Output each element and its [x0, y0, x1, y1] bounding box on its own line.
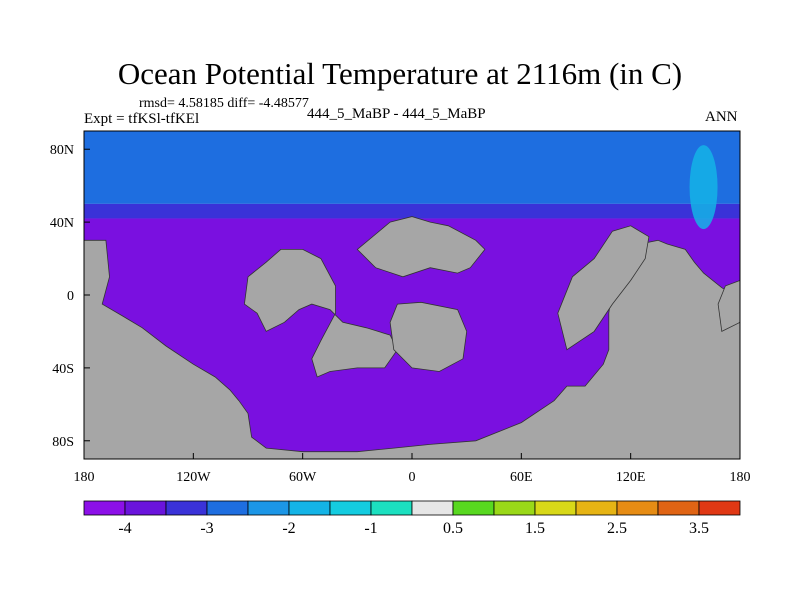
colorbar-box-1 — [124, 500, 167, 516]
field-band-1 — [84, 203, 740, 219]
colorbar-box-7 — [370, 500, 413, 516]
land-mass-3 — [389, 301, 468, 372]
colorbar-box-5 — [288, 500, 331, 516]
colorbar-label-3: -1 — [364, 520, 377, 537]
x-tick-label-3: 0 — [409, 470, 416, 485]
colorbar-box-9 — [452, 500, 495, 516]
field-band-0 — [84, 131, 740, 204]
colorbar-box-3 — [206, 500, 249, 516]
axes-layer: 180 120W 60W 0 60E 120E 180 80N 40N 0 40S 80S — [50, 143, 751, 485]
field-highlight — [689, 145, 718, 230]
x-tick-label-1: 120W — [176, 470, 211, 485]
x-tick-label-2: 60W — [289, 470, 317, 485]
experiment-label: Expt = tfKSl-tfKEl — [84, 111, 200, 127]
land-mass-1 — [243, 248, 398, 378]
y-tick-label-3: 40S — [52, 362, 74, 377]
y-tick-label-2: 0 — [67, 289, 74, 304]
x-tick-label-0: 180 — [74, 470, 95, 485]
colorbar-label-7: 3.5 — [689, 520, 709, 537]
colorbar-box-0 — [83, 500, 126, 516]
colorbar-box-15 — [698, 500, 741, 516]
colorbar-box-6 — [329, 500, 372, 516]
stats-label: rmsd= 4.58185 diff= -4.48577 — [139, 96, 309, 111]
colorbar-label-0: -4 — [118, 520, 131, 537]
colorbar-label-2: -2 — [282, 520, 295, 537]
y-tick-label-1: 40N — [50, 216, 74, 231]
colorbar-box-8 — [411, 500, 454, 516]
case-label: 444_5_MaBP - 444_5_MaBP — [307, 106, 486, 122]
colorbar-box-2 — [165, 500, 208, 516]
y-tick-label-0: 80N — [50, 143, 74, 158]
colorbar-label-1: -3 — [200, 520, 213, 537]
season-label: ANN — [705, 109, 738, 125]
land-mass-5 — [717, 279, 740, 333]
x-tick-label-4: 60E — [510, 470, 533, 485]
colorbar-label-4: 0.5 — [443, 520, 463, 537]
colorbar-box-14 — [657, 500, 700, 516]
colorbar-box-10 — [493, 500, 536, 516]
colorbar-box-4 — [247, 500, 290, 516]
colorbar-box-12 — [575, 500, 618, 516]
land-mass-0 — [84, 239, 740, 459]
x-tick-label-5: 120E — [616, 470, 646, 485]
x-tick-label-6: 180 — [730, 470, 751, 485]
colorbar: -4 -3 -2 -1 0.5 1.5 2.5 3.5 — [83, 500, 741, 537]
colorbar-box-11 — [534, 500, 577, 516]
map-layer — [84, 131, 740, 459]
colorbar-label-6: 2.5 — [607, 520, 627, 537]
y-tick-label-4: 80S — [52, 435, 74, 450]
land-mass-2 — [356, 216, 486, 278]
colorbar-label-5: 1.5 — [525, 520, 545, 537]
chart-title: Ocean Potential Temperature at 2116m (in… — [117, 56, 683, 91]
colorbar-box-13 — [616, 500, 659, 516]
land-mass-4 — [557, 225, 650, 351]
